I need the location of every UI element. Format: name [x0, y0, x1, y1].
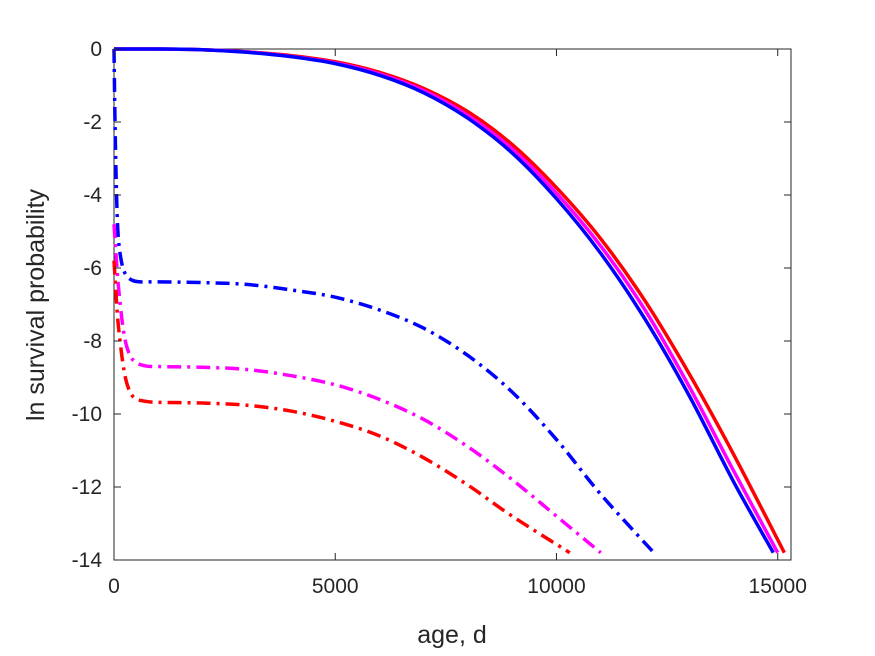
x-tick-label: 10000: [527, 575, 585, 598]
y-tick-label: -2: [83, 111, 102, 134]
solid-line-2: [113, 47, 775, 554]
y-axis-title: ln survival probability: [22, 188, 50, 421]
plot-area: 0 5000 10000 15000 0 -2 -4 -6 -8 -10 -12 -14: [72, 38, 807, 598]
x-axis-title: age, d: [417, 621, 487, 649]
axes-box: [113, 48, 792, 561]
y-tick-label: -8: [83, 330, 102, 353]
y-tick-label: -14: [72, 549, 103, 572]
x-tick-label: 15000: [749, 575, 807, 598]
x-tick-label: 5000: [312, 575, 359, 598]
y-tick-label: -6: [83, 257, 102, 280]
ticks-layer: 0 5000 10000 15000 0 -2 -4 -6 -8 -10 -12 -14: [72, 38, 807, 598]
dashdot-line-3: [112, 48, 656, 554]
x-tick-label: 0: [108, 575, 120, 598]
series-layer: [112, 47, 786, 555]
y-tick-label: -12: [72, 476, 102, 499]
y-tick-label: -4: [83, 184, 102, 207]
y-tick-label: -10: [72, 403, 102, 426]
dashdot-line-5: [112, 260, 571, 555]
dashdot-line-4: [112, 224, 602, 555]
y-tick-label: 0: [90, 38, 102, 61]
